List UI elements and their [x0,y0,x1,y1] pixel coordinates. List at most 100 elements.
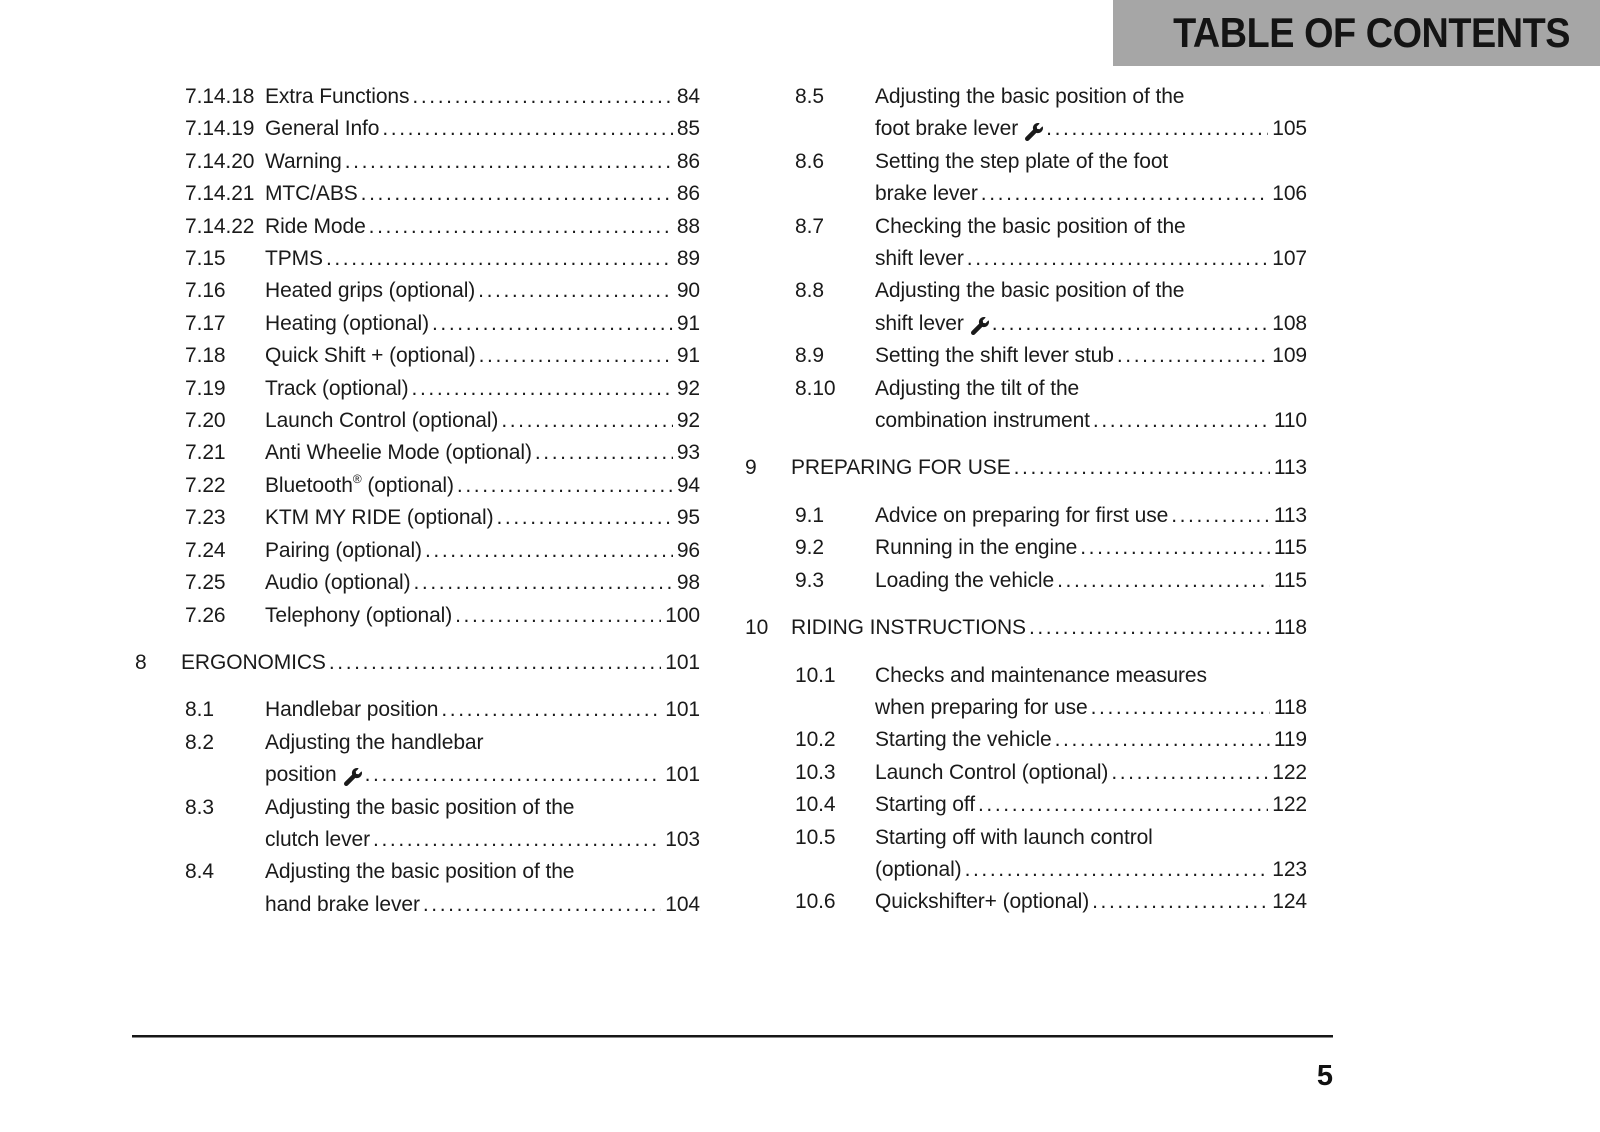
dot-leader [382,113,672,145]
toc-entry-content: Checking the basic position of the shift … [875,211,1307,276]
toc-entry-title: when preparing for use [875,695,1088,719]
toc-entry-number: 10.2 [795,728,836,752]
toc-entry-page: 105 [1272,117,1307,141]
toc-entry-title: Heating (optional) [265,311,429,335]
toc-entry-row: 10.6 Quickshifter+ (optional) 124 [795,886,1307,918]
dot-leader [978,789,1268,821]
toc-entry-page: 91 [676,344,700,368]
toc-entry-last-line: Handlebar position 101 [265,694,700,726]
toc-entry-row: 7.15 TPMS 89 [185,243,700,275]
toc-entry-title: TPMS [265,247,323,271]
toc-entry-number: 7.18 [185,344,226,368]
toc-entry-number: 7.25 [185,571,226,595]
toc-entry-line: Starting off with launch control [875,825,1153,849]
wrench-icon-wrap [337,766,362,787]
toc-entry-row: 7.25 Audio (optional) 98 [185,567,700,599]
toc-entry-row: 10.3 Launch Control (optional) 122 [795,757,1307,789]
toc-entry-content: TPMS 89 [265,243,700,275]
toc-entry-last-line: Quickshifter+ (optional) 124 [875,886,1307,918]
dot-leader [501,405,673,437]
toc-entry-row: 10.5 Starting off with launch control (opt… [795,822,1307,887]
page-title: TABLE OF CONTENTS [1173,9,1570,56]
toc-entry-row: 7.14.18 Extra Functions 84 [185,81,700,113]
toc-entry-line: Adjusting the basic position of the [265,860,575,884]
toc-entry-last-line: Heated grips (optional) 90 [265,275,700,307]
dot-leader [441,694,661,726]
toc-entry-content: Checks and maintenance measures when prep… [875,660,1307,725]
toc-entry-content: Running in the engine 115 [875,532,1307,564]
toc-chapter-page: 118 [1273,616,1307,640]
toc-entry-last-line: Bluetooth® (optional) 94 [265,470,700,502]
toc-entry-page: 123 [1272,857,1307,881]
toc-entry-title: Loading the vehicle [875,568,1055,592]
toc-entry-title: Launch Control (optional) [875,760,1109,784]
toc-entry-row: 7.14.21 MTC/ABS 86 [185,178,700,210]
toc-entry-content: Heated grips (optional) 90 [265,275,700,307]
dot-leader [423,889,661,921]
toc-entry-last-line: Loading the vehicle 115 [875,565,1307,597]
toc-entry-number: 7.14.18 [185,85,255,108]
toc-entry-title: position [265,763,337,787]
toc-entry-last-line: Warning 86 [265,146,700,178]
toc-entry-title: Bluetooth® (optional) [265,471,454,497]
toc-entry-content: Setting the shift lever stub 109 [875,340,1307,372]
toc-entry-number: 10.6 [795,890,836,914]
toc-entry-line: Checking the basic position of the [875,214,1186,238]
toc-entry-row: 8.2 Adjusting the handlebar position 101 [185,727,700,792]
table-of-contents-header: TABLE OF CONTENTS [1113,0,1600,66]
dot-leader [425,535,673,567]
dot-leader [412,373,673,405]
toc-entry-title: Quickshifter+ (optional) [875,890,1090,914]
toc-entry-row: 8.5 Adjusting the basic position of the fo… [795,81,1307,146]
toc-entry-row: 7.16 Heated grips (optional) 90 [185,275,700,307]
toc-entry-page: 92 [676,376,700,400]
toc-entry-row: 7.18 Quick Shift + (optional) 91 [185,340,700,372]
toc-entry-row: 9.1 Advice on preparing for first use 113 [795,500,1307,532]
toc-entry-last-line: Heating (optional) 91 [265,308,700,340]
dot-leader [1046,113,1268,145]
toc-chapter-page: 101 [665,650,700,674]
toc-entry-content: KTM MY RIDE (optional) 95 [265,502,700,534]
toc-entry-number: 10.1 [795,663,836,687]
toc-entry-content: Adjusting the tilt of the combination ins… [875,373,1307,438]
toc-entry-line: Adjusting the tilt of the [875,376,1080,400]
dot-leader [967,243,1268,275]
toc-entry-content: General Info 85 [265,113,700,145]
toc-entry-number: 9.1 [795,503,824,527]
toc-entry-title: foot brake lever [875,117,1019,141]
toc-entry-last-line: shift lever 107 [875,243,1307,275]
wrench-icon [970,317,989,336]
toc-entry-content: MTC/ABS 86 [265,178,700,210]
toc-entry-last-line: Telephony (optional) 100 [265,600,700,632]
toc-entry-number: 8.5 [795,85,824,108]
toc-entry-title: clutch lever [265,827,371,851]
toc-entry-number: 7.14.21 [185,182,255,206]
toc-entry-number: 10.4 [795,793,836,817]
toc-entry-last-line: position 101 [265,759,700,791]
dot-leader [457,470,673,502]
toc-entry-page: 101 [665,763,700,787]
toc-entry-title: MTC/ABS [265,182,358,206]
toc-chapter-title: ERGONOMICS [181,650,326,674]
toc-entry-row: 9.2 Running in the engine 115 [795,532,1307,564]
toc-entry-page: 107 [1272,247,1307,271]
wrench-icon [1025,122,1044,141]
toc-entry-number: 10.3 [795,760,836,784]
toc-entry-row: 7.19 Track (optional) 92 [185,373,700,405]
toc-entry-line: Adjusting the basic position of the [265,795,575,819]
toc-entry-number: 8.3 [185,795,214,819]
toc-entry-title: (optional) [875,857,962,881]
toc-entry-last-line: Starting the vehicle 119 [875,724,1307,756]
toc-entry-content: Setting the step plate of the foot brake … [875,146,1307,211]
toc-entry-page: 94 [676,473,700,497]
toc-entry-content: Pairing (optional) 96 [265,535,700,567]
toc-entry-number: 9.2 [795,536,824,560]
toc-entry-page: 106 [1272,182,1307,206]
toc-entry-page: 101 [665,698,700,722]
toc-entry-page: 124 [1272,890,1307,914]
toc-entry-row: 8.9 Setting the shift lever stub 109 [795,340,1307,372]
toc-entry-number: 8.10 [795,376,836,400]
toc-chapter-row: 9 PREPARING FOR USE 113 [745,452,1307,484]
dot-leader [455,600,661,632]
toc-entry-content: Loading the vehicle 115 [875,565,1307,597]
